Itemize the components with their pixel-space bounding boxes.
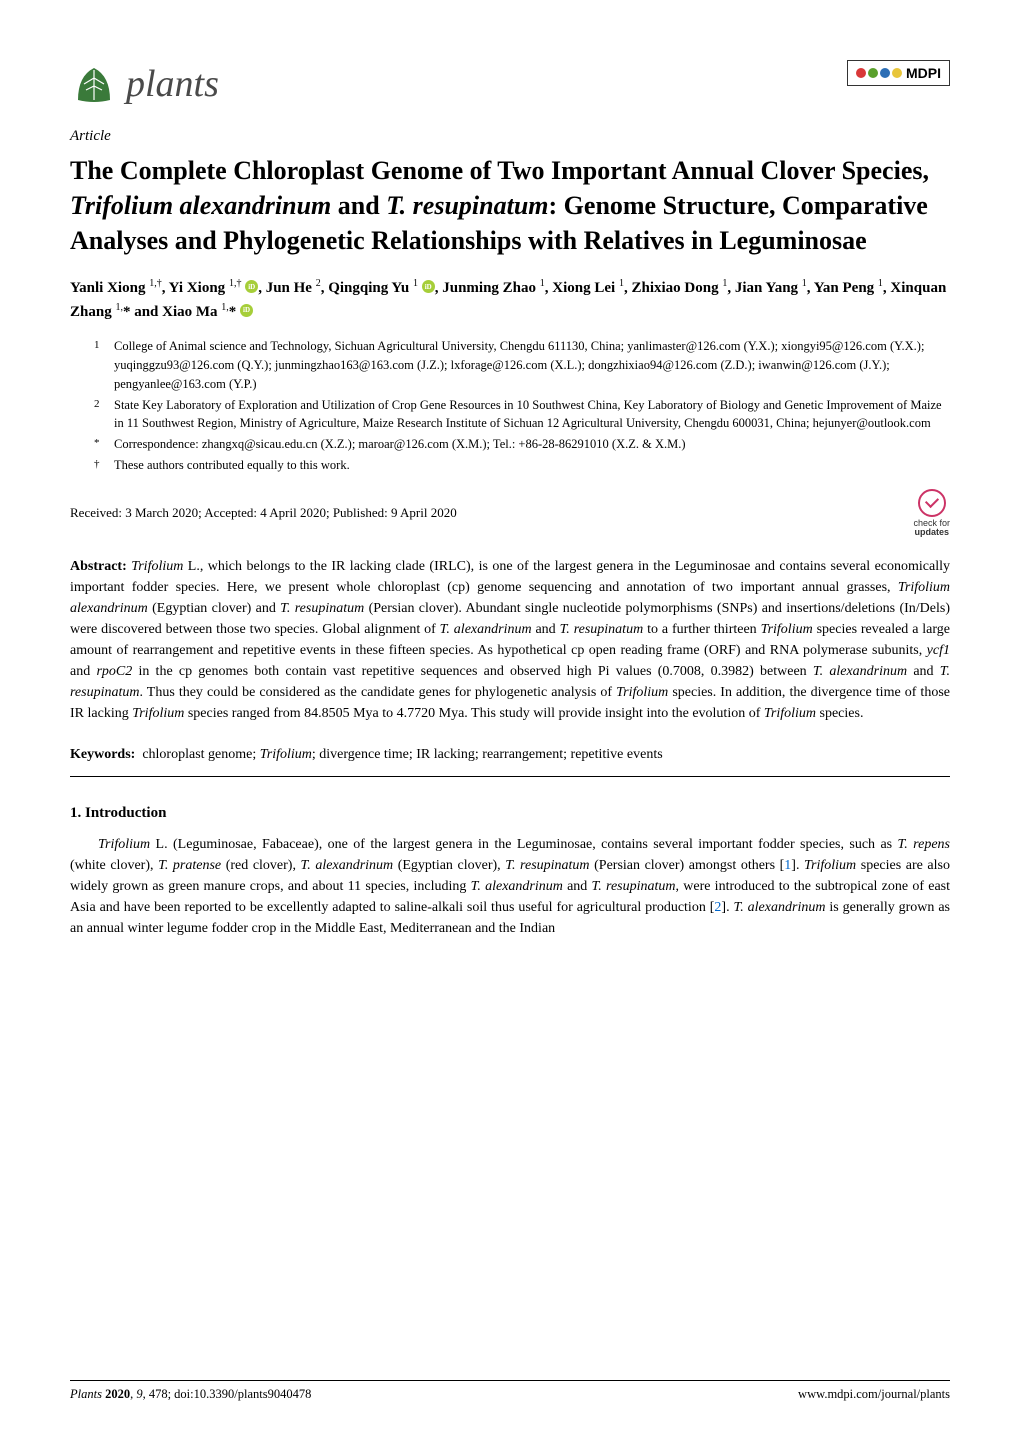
orcid-icon [240,304,253,317]
affiliation-item: † These authors contributed equally to t… [94,456,950,475]
publication-dates: Received: 3 March 2020; Accepted: 4 Apri… [70,505,457,521]
mdpi-dot [856,68,866,78]
mdpi-text: MDPI [906,65,941,81]
keywords: Keywords: chloroplast genome; Trifolium;… [70,742,950,767]
affiliation-text: These authors contributed equally to thi… [114,456,350,475]
affiliation-marker: 1 [94,337,114,393]
orcid-icon [422,280,435,293]
article-type: Article [70,128,950,145]
check-updates-text: check for updates [913,519,950,539]
abstract-label: Abstract: [70,559,127,574]
mdpi-dot [868,68,878,78]
affiliation-marker: † [94,456,114,475]
check-icon [918,489,946,517]
affiliation-text: College of Animal science and Technology… [114,337,950,393]
affiliation-text: State Key Laboratory of Exploration and … [114,396,950,434]
title-italic: Trifolium alexandrinum [70,191,331,220]
dates-row: Received: 3 March 2020; Accepted: 4 Apri… [70,489,950,539]
footer-right: www.mdpi.com/journal/plants [798,1387,950,1402]
leaf-icon [70,60,118,108]
abstract: Abstract: Trifolium L., which belongs to… [70,556,950,724]
introduction-paragraph: Trifolium L. (Leguminosae, Fabaceae), on… [70,834,950,939]
keywords-label: Keywords: [70,747,135,762]
affiliation-item: 2 State Key Laboratory of Exploration an… [94,396,950,434]
orcid-icon [245,280,258,293]
journal-logo: plants [70,60,219,108]
affiliation-text: Correspondence: zhangxq@sicau.edu.cn (X.… [114,435,686,454]
article-title: The Complete Chloroplast Genome of Two I… [70,153,950,258]
section-divider [70,776,950,777]
authors-list: Yanli Xiong 1,†, Yi Xiong 1,† , Jun He 2… [70,276,950,323]
title-text: and [331,191,386,220]
affiliations: 1 College of Animal science and Technolo… [94,337,950,474]
page-footer: Plants 2020, 9, 478; doi:10.3390/plants9… [70,1380,950,1402]
citation-link[interactable]: 2 [714,900,721,915]
mdpi-dot [892,68,902,78]
mdpi-circles [856,68,902,78]
affiliation-item: 1 College of Animal science and Technolo… [94,337,950,393]
section-heading: 1. Introduction [70,805,950,822]
title-italic: T. resupinatum [386,191,548,220]
citation-link[interactable]: 1 [784,858,791,873]
journal-name: plants [126,62,219,106]
affiliation-marker: * [94,435,114,454]
affiliation-marker: 2 [94,396,114,434]
title-text: The Complete Chloroplast Genome of Two I… [70,156,929,185]
mdpi-logo: MDPI [847,60,950,86]
keywords-text: chloroplast genome; Trifolium; divergenc… [135,747,662,762]
check-label-1: check for [913,518,950,528]
check-label-2: updates [914,527,949,537]
abstract-text: Trifolium L., which belongs to the IR la… [70,559,950,721]
header-row: plants MDPI [70,60,950,108]
affiliation-item: * Correspondence: zhangxq@sicau.edu.cn (… [94,435,950,454]
mdpi-dot [880,68,890,78]
footer-left: Plants 2020, 9, 478; doi:10.3390/plants9… [70,1387,311,1402]
check-updates-badge[interactable]: check for updates [913,489,950,539]
